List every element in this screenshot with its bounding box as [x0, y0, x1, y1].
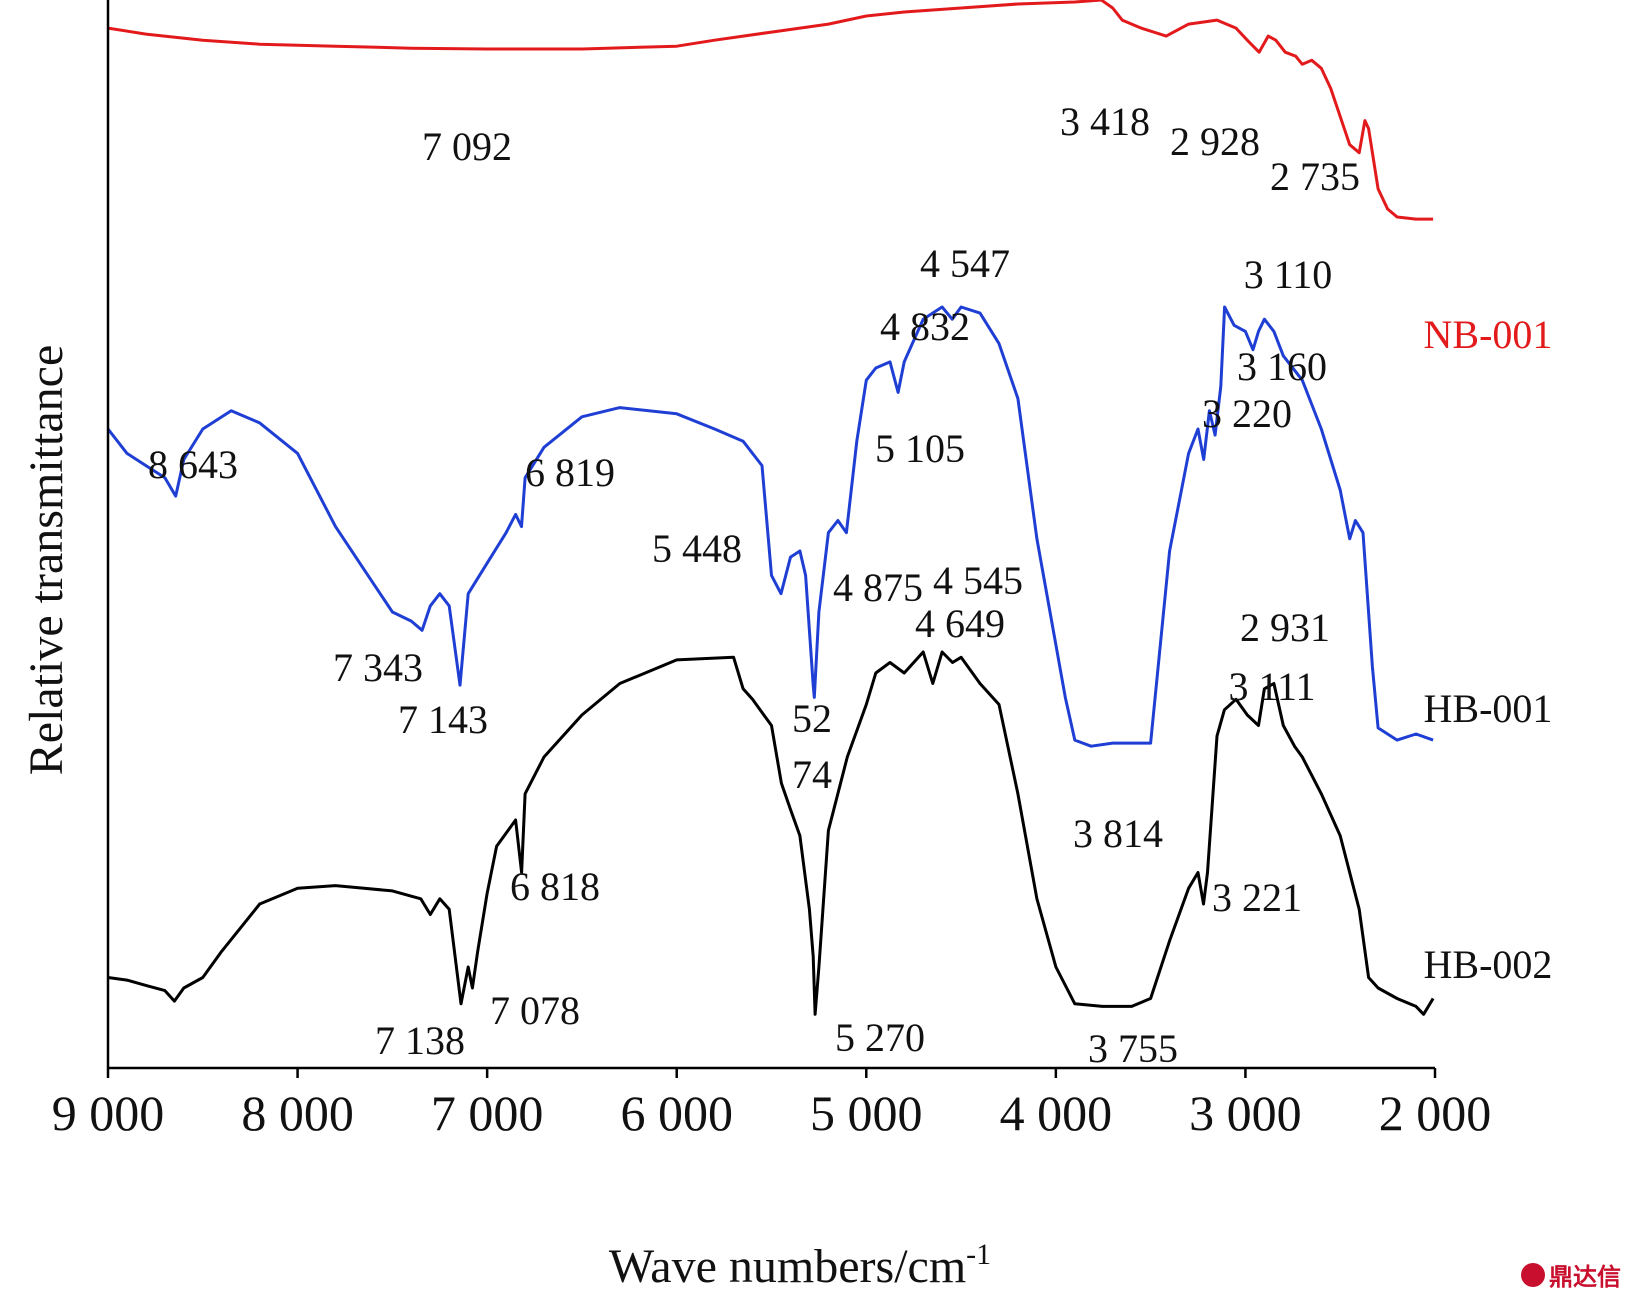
- peak-label: 5 448: [652, 526, 742, 571]
- series-layer: [106, 0, 1435, 1016]
- peak-label: 7 092: [422, 124, 512, 169]
- peak-label: 4 649: [915, 601, 1005, 646]
- series-line-hb-001: [106, 305, 1434, 748]
- peak-label: 2 931: [1240, 605, 1330, 650]
- peak-label: 3 220: [1202, 391, 1292, 436]
- peak-label: 4 875: [833, 565, 923, 610]
- peak-label: 3 755: [1088, 1026, 1178, 1071]
- x-tick-label: 6 000: [620, 1085, 733, 1141]
- x-tick-label: 2 000: [1379, 1085, 1492, 1141]
- peak-label: 4 545: [933, 558, 1023, 603]
- peak-label: 7 343: [333, 645, 423, 690]
- peak-label: 2 928: [1170, 119, 1260, 164]
- peak-label: 6 818: [510, 864, 600, 909]
- series-line-hb-002: [107, 650, 1435, 1016]
- x-tick-label: 8 000: [241, 1085, 354, 1141]
- series-label-hb-001: HB-001: [1424, 686, 1553, 731]
- peak-label: 7 138: [375, 1018, 465, 1063]
- peak-label: 8 643: [148, 442, 238, 487]
- peak-label: 3 221: [1212, 875, 1302, 920]
- watermark-text: 鼎达信: [1549, 1263, 1621, 1291]
- peak-label: 7 143: [398, 697, 488, 742]
- watermark: 鼎达信: [1521, 1257, 1621, 1292]
- peak-label: 4 832: [880, 304, 970, 349]
- peak-label: 5 105: [875, 426, 965, 471]
- x-axis-title-text: Wave numbers/cm: [609, 1240, 966, 1293]
- x-tick-label: 5 000: [810, 1085, 923, 1141]
- x-axis-title: Wave numbers/cm-1: [609, 1238, 991, 1293]
- x-tick-label: 7 000: [431, 1085, 544, 1141]
- series-line-nb-001: [107, 0, 1434, 221]
- peak-label: 7 078: [490, 988, 580, 1033]
- peak-label: 52: [792, 696, 832, 741]
- peak-label: 2 735: [1270, 154, 1360, 199]
- x-tick-label: 9 000: [52, 1085, 165, 1141]
- peak-label: 3 418: [1060, 99, 1150, 144]
- peak-label: 3 814: [1073, 811, 1163, 856]
- watermark-logo-icon: [1521, 1262, 1545, 1287]
- peak-label: 3 111: [1228, 664, 1315, 709]
- y-axis-title: Relative transmittance: [20, 345, 73, 776]
- x-axis-title-superscript: -1: [966, 1238, 991, 1271]
- peak-label: 3 110: [1244, 252, 1333, 297]
- x-tick-label: 4 000: [1000, 1085, 1113, 1141]
- series-label-nb-001: NB-001: [1424, 312, 1553, 357]
- peak-label: 74: [792, 752, 832, 797]
- x-tick-label: 3 000: [1189, 1085, 1302, 1141]
- axes-layer: 9 000 8 000 7 000 6 000 5 000 4 000 3 000 2 000: [52, 0, 1492, 1141]
- peak-label: 5 270: [835, 1015, 925, 1060]
- peak-label: 4 547: [920, 241, 1010, 286]
- peak-label: 3 160: [1237, 344, 1327, 389]
- series-label-hb-002: HB-002: [1424, 942, 1553, 987]
- peak-label: 6 819: [525, 450, 615, 495]
